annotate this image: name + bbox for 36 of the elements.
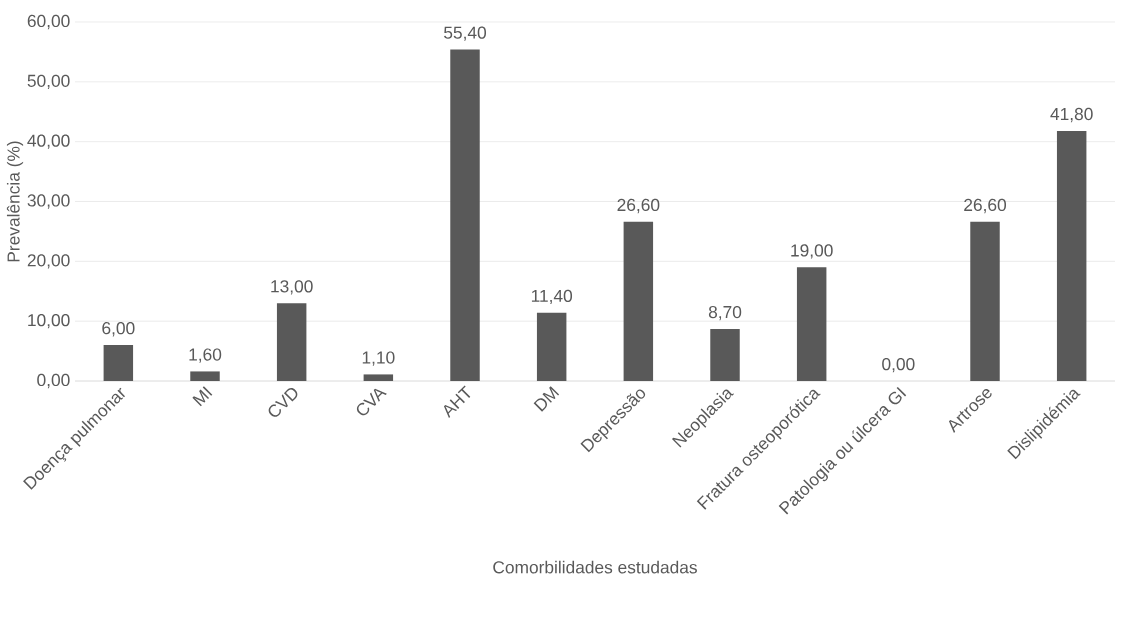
data-label: 26,60 — [617, 198, 660, 214]
bar — [450, 49, 480, 381]
data-label: 1,60 — [189, 348, 222, 363]
bar — [276, 303, 307, 381]
x-tick-label: DM — [533, 386, 560, 412]
bar — [363, 374, 394, 381]
bar — [190, 371, 220, 381]
data-label: 41,80 — [1050, 107, 1093, 123]
y-tick-label: 40,00 — [27, 134, 70, 149]
bar — [1056, 130, 1087, 381]
x-tick-label: CVA — [356, 388, 387, 416]
data-label: 8,70 — [708, 305, 742, 321]
data-label: 13,00 — [271, 280, 313, 295]
y-tick-label: 0,00 — [37, 373, 70, 389]
data-label: 26,60 — [964, 198, 1007, 214]
data-label: 1,10 — [362, 351, 395, 366]
x-axis-title: Comorbilidades estudadas — [493, 560, 697, 574]
bar — [623, 221, 654, 381]
y-tick-label: 20,00 — [27, 254, 70, 269]
y-tick-label: 50,00 — [27, 74, 70, 89]
data-label: 6,00 — [102, 322, 135, 337]
x-tick-label: MI — [192, 386, 213, 407]
bar — [710, 328, 740, 381]
bar — [796, 267, 827, 381]
bar — [103, 345, 134, 381]
bar — [536, 312, 567, 381]
data-label: 19,00 — [791, 244, 833, 259]
y-axis-title: Prevalência (%) — [6, 141, 24, 262]
bar — [970, 221, 1000, 381]
data-label: 11,40 — [531, 289, 573, 305]
y-tick-label: 30,00 — [27, 194, 70, 209]
y-tick-label: 10,00 — [28, 314, 70, 329]
data-label: 55,40 — [444, 26, 487, 41]
data-label: 0,00 — [882, 357, 915, 373]
y-tick-label: 60,00 — [27, 14, 70, 30]
x-tick-label: CVD — [268, 388, 298, 417]
